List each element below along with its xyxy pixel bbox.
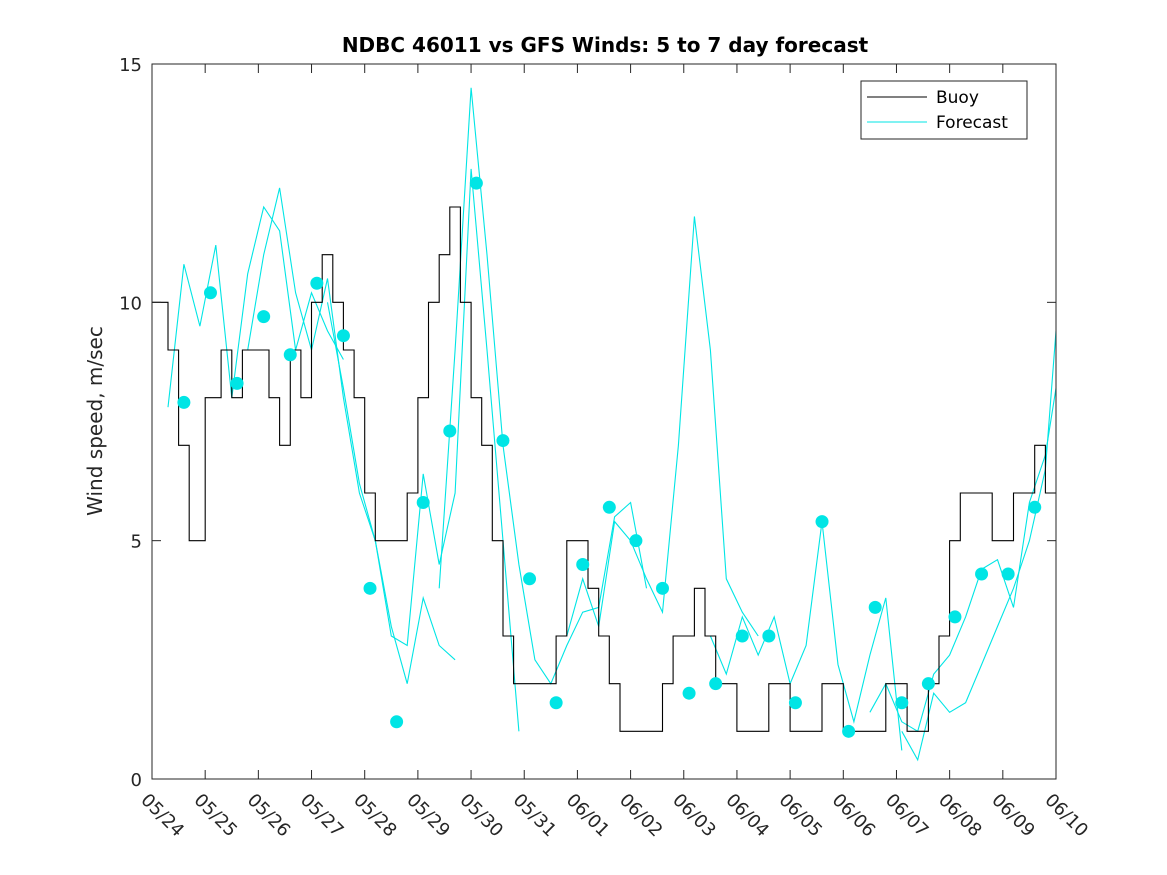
legend-label-forecast: Forecast — [936, 113, 1008, 133]
chart-title: NDBC 46011 vs GFS Winds: 5 to 7 day fore… — [342, 33, 869, 57]
x-tick-label: 06/03 — [668, 790, 720, 842]
forecast-marker — [895, 696, 909, 710]
forecast-marker — [948, 610, 962, 624]
forecast-marker — [629, 534, 643, 548]
forecast-lines — [167, 87, 1056, 762]
forecast-marker — [868, 600, 882, 614]
y-tick-label: 10 — [119, 293, 142, 314]
x-tick-label: 05/28 — [349, 790, 401, 842]
forecast-marker — [203, 286, 217, 300]
y-tick-label: 15 — [119, 55, 142, 76]
x-tick-label: 06/10 — [1040, 790, 1092, 842]
forecast-marker — [549, 696, 563, 710]
forecast-marker — [336, 329, 350, 343]
forecast-series-line — [438, 87, 648, 685]
forecast-series-line — [247, 187, 456, 684]
forecast-series-line — [869, 388, 1056, 733]
forecast-marker — [523, 572, 537, 586]
x-tick-label: 06/05 — [775, 790, 827, 842]
forecast-marker — [735, 629, 749, 643]
forecast-marker — [257, 310, 271, 324]
legend-box — [860, 80, 1028, 140]
forecast-series-line — [566, 216, 759, 637]
x-tick-label: 06/09 — [987, 790, 1039, 842]
forecast-marker — [177, 395, 191, 409]
x-tick-label: 05/25 — [190, 790, 242, 842]
x-tick-label: 06/06 — [828, 790, 880, 842]
forecast-series-line — [901, 330, 1056, 762]
forecast-marker — [1001, 567, 1015, 581]
legend-label-buoy: Buoy — [936, 88, 979, 108]
forecast-marker — [975, 567, 989, 581]
forecast-marker — [390, 715, 404, 729]
x-tick-label: 05/27 — [296, 790, 348, 842]
forecast-marker — [496, 434, 510, 448]
legend: Buoy Forecast — [860, 80, 1028, 140]
x-tick-label: 05/31 — [509, 790, 561, 842]
forecast-markers — [177, 176, 1042, 738]
y-axis: 0 5 10 15 — [119, 55, 1056, 791]
forecast-series-line — [709, 521, 903, 751]
x-tick-label: 06/07 — [881, 790, 933, 842]
buoy-line — [152, 206, 1056, 732]
forecast-marker — [655, 581, 669, 595]
x-axis: 05/24 05/25 05/26 05/27 05/28 05/29 05/30 05/31… — [136, 64, 1092, 841]
forecast-marker — [443, 424, 457, 438]
forecast-series-line — [167, 205, 344, 408]
y-tick-label: 0 — [131, 770, 142, 791]
forecast-marker — [576, 558, 590, 571]
x-tick-label: 06/08 — [934, 790, 986, 842]
forecast-marker — [815, 515, 829, 529]
buoy-series-line — [152, 206, 1056, 732]
forecast-marker — [709, 677, 723, 691]
forecast-marker — [1028, 500, 1042, 514]
forecast-marker — [602, 500, 616, 514]
x-tick-label: 06/04 — [721, 790, 773, 842]
forecast-marker — [788, 696, 802, 710]
x-tick-label: 05/26 — [243, 790, 295, 842]
forecast-marker — [310, 276, 324, 290]
forecast-marker — [921, 677, 935, 691]
forecast-marker — [283, 348, 297, 362]
x-tick-label: 06/02 — [615, 790, 667, 842]
forecast-marker — [682, 686, 696, 700]
x-tick-label: 05/29 — [402, 790, 454, 842]
x-tick-label: 06/01 — [562, 790, 614, 842]
forecast-series-line — [326, 168, 520, 732]
plot-frame — [151, 63, 1057, 780]
y-tick-label: 5 — [131, 532, 142, 553]
x-tick-label: 05/30 — [456, 790, 508, 842]
forecast-marker — [762, 629, 776, 643]
forecast-marker — [230, 376, 244, 390]
x-tick-label: 05/24 — [136, 790, 188, 842]
y-axis-label: Wind speed, m/sec — [83, 326, 107, 516]
forecast-marker — [842, 724, 856, 738]
forecast-marker — [469, 176, 483, 190]
forecast-marker — [363, 581, 377, 595]
forecast-marker — [416, 496, 430, 510]
